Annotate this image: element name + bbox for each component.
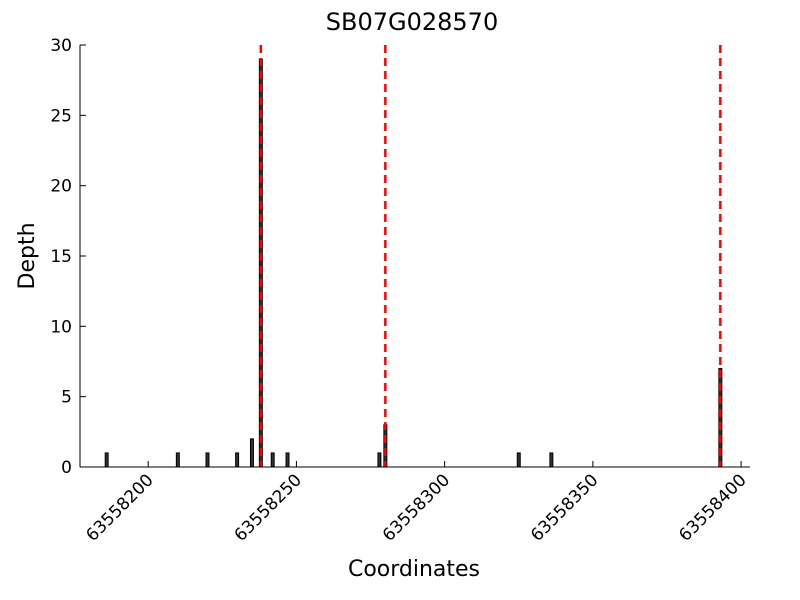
y-tick-label: 5 bbox=[61, 388, 72, 408]
bar bbox=[104, 452, 109, 468]
bar bbox=[549, 452, 554, 468]
bar bbox=[258, 58, 263, 468]
x-axis-label: Coordinates bbox=[348, 557, 480, 582]
bar bbox=[270, 452, 275, 468]
y-axis-label: Depth bbox=[15, 222, 40, 289]
bar bbox=[285, 452, 290, 468]
y-tick-label: 10 bbox=[50, 317, 72, 337]
x-tick-label: 63558400 bbox=[675, 470, 750, 545]
bar bbox=[235, 452, 240, 468]
bar bbox=[249, 438, 254, 468]
chart-title: SB07G028570 bbox=[326, 8, 498, 36]
y-tick-label: 15 bbox=[50, 247, 72, 267]
y-tick-label: 20 bbox=[50, 177, 72, 197]
x-tick-label: 63558250 bbox=[231, 470, 306, 545]
bar bbox=[175, 452, 180, 468]
x-tick-label: 63558200 bbox=[82, 470, 157, 545]
bar bbox=[205, 452, 210, 468]
bar bbox=[516, 452, 521, 468]
x-tick-label: 63558350 bbox=[527, 470, 602, 545]
bar bbox=[383, 424, 388, 468]
y-tick-label: 30 bbox=[50, 36, 72, 56]
y-tick-label: 25 bbox=[50, 106, 72, 126]
bar bbox=[377, 452, 382, 468]
x-tick-label: 63558300 bbox=[379, 470, 454, 545]
y-tick-label: 0 bbox=[61, 458, 72, 478]
